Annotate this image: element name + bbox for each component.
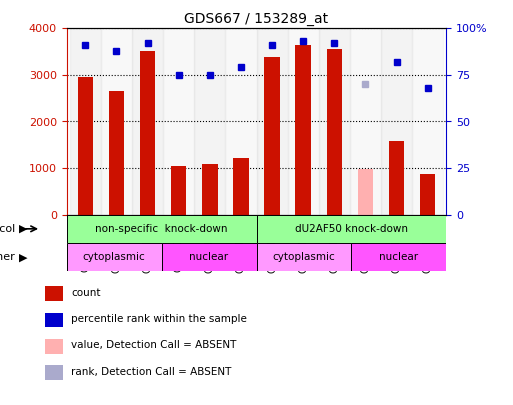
FancyBboxPatch shape (256, 215, 446, 243)
Bar (389, 141, 404, 215)
Bar (350, 28, 381, 215)
Text: cytoplasmic: cytoplasmic (83, 252, 146, 262)
Bar (256, 28, 288, 215)
Bar (288, 28, 319, 215)
Bar (163, 28, 194, 215)
Text: cytoplasmic: cytoplasmic (272, 252, 336, 262)
Text: protocol: protocol (0, 224, 15, 234)
Text: nuclear: nuclear (189, 252, 229, 262)
Bar (70, 28, 101, 215)
Bar (45, 365, 63, 380)
Text: other: other (0, 252, 15, 262)
FancyBboxPatch shape (162, 243, 256, 271)
FancyBboxPatch shape (67, 215, 256, 243)
Bar (295, 45, 311, 215)
Bar (45, 339, 63, 354)
Text: percentile rank within the sample: percentile rank within the sample (71, 314, 247, 324)
Text: nuclear: nuclear (379, 252, 419, 262)
Bar (194, 28, 225, 215)
Bar (264, 57, 280, 215)
Bar (358, 169, 373, 215)
Bar (233, 158, 249, 215)
Text: ▶: ▶ (19, 252, 27, 262)
Bar (45, 313, 63, 327)
Bar (420, 174, 436, 215)
Bar (202, 164, 218, 215)
FancyBboxPatch shape (256, 243, 351, 271)
Bar (109, 91, 124, 215)
Bar (140, 51, 155, 215)
Text: ▶: ▶ (19, 224, 27, 234)
Bar (319, 28, 350, 215)
Title: GDS667 / 153289_at: GDS667 / 153289_at (185, 12, 328, 26)
Bar (326, 49, 342, 215)
Bar (101, 28, 132, 215)
Text: dU2AF50 knock-down: dU2AF50 knock-down (295, 224, 408, 234)
Bar (77, 77, 93, 215)
Text: count: count (71, 288, 101, 298)
Text: value, Detection Call = ABSENT: value, Detection Call = ABSENT (71, 340, 236, 350)
FancyBboxPatch shape (67, 243, 162, 271)
Text: rank, Detection Call = ABSENT: rank, Detection Call = ABSENT (71, 367, 231, 377)
Bar (412, 28, 443, 215)
Bar (45, 286, 63, 301)
Text: non-specific  knock-down: non-specific knock-down (95, 224, 228, 234)
Bar (381, 28, 412, 215)
Bar (225, 28, 256, 215)
Bar (171, 166, 187, 215)
Bar (132, 28, 163, 215)
FancyBboxPatch shape (351, 243, 446, 271)
